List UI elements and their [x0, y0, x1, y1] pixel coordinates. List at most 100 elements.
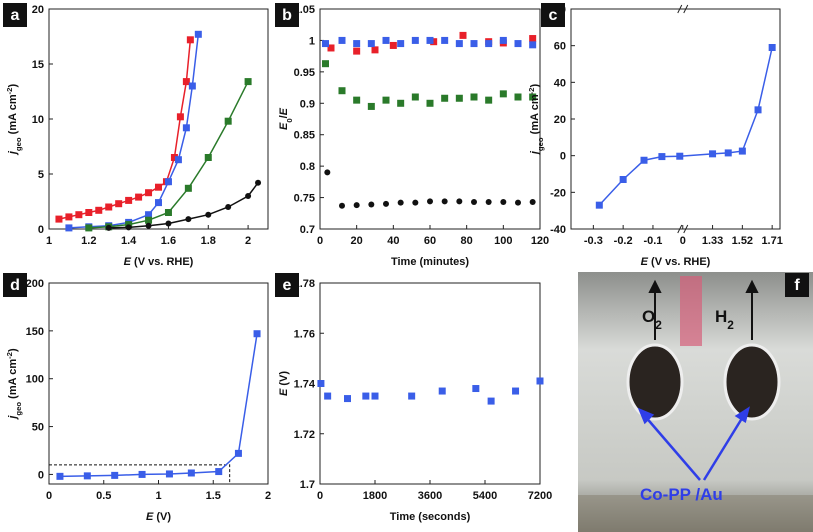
point: [515, 199, 521, 206]
point: [85, 209, 93, 216]
point: [456, 198, 463, 205]
x-tick-label: 40: [387, 235, 399, 247]
y-tick-label: 50: [32, 422, 44, 434]
point: [164, 178, 172, 186]
point: [215, 468, 223, 476]
electrode: [626, 343, 684, 421]
y-axis-label-part: (V): [278, 371, 290, 389]
point: [186, 36, 194, 44]
x-tick-label: 7200: [528, 490, 552, 502]
photo-base: [578, 495, 813, 532]
panel-label: b: [282, 7, 292, 24]
point: [441, 36, 449, 44]
y-axis-label-part: geo: [14, 137, 23, 151]
point: [125, 224, 132, 231]
point: [471, 198, 477, 205]
point: [470, 40, 478, 48]
photo-label: O2: [642, 307, 662, 332]
y-axis-label-part: geo: [536, 137, 545, 151]
photo-label-part: H: [715, 307, 727, 326]
point: [500, 198, 507, 205]
x-axis-label: E (V vs. RHE): [641, 256, 711, 268]
point: [529, 93, 537, 101]
point: [397, 99, 405, 107]
point: [619, 176, 627, 183]
point: [255, 179, 262, 186]
y-axis-label-part: 0: [285, 118, 294, 122]
point: [338, 87, 346, 95]
y-axis-label: jgeo (mA cm-2): [527, 84, 545, 157]
x-tick-label: 0: [680, 235, 686, 247]
x-tick-label: 1.4: [121, 235, 137, 247]
point: [317, 380, 325, 387]
point: [244, 78, 252, 86]
point: [499, 36, 507, 44]
point: [367, 40, 375, 48]
panel-label: d: [10, 277, 20, 294]
point: [176, 113, 184, 121]
point: [322, 60, 329, 68]
plot-frame: [570, 8, 781, 230]
y-tick-label: 1.72: [294, 429, 315, 441]
x-tick-label: 0.5: [96, 490, 111, 502]
point: [408, 392, 416, 400]
y-axis-label: jgeo (mA cm-2): [5, 84, 23, 157]
y-axis-label: E (V): [278, 371, 290, 396]
point: [367, 102, 375, 110]
point: [165, 220, 172, 227]
x-tick-label: 1.8: [201, 235, 216, 247]
panel-label: a: [11, 7, 20, 24]
x-axis-label: Time (minutes): [391, 256, 469, 268]
point: [411, 93, 419, 101]
x-tick-label: -0.1: [643, 235, 662, 247]
x-tick-label: 1.71: [761, 235, 782, 247]
point: [145, 216, 153, 224]
y-tick-label: 0.95: [294, 67, 315, 79]
point: [595, 201, 603, 209]
point: [371, 46, 379, 54]
point: [529, 198, 536, 205]
x-axis-label-part: (V vs. RHE): [648, 256, 711, 268]
y-axis-label-part: ): [7, 84, 19, 88]
point: [225, 204, 232, 210]
point: [455, 94, 463, 102]
point: [353, 40, 361, 48]
point: [145, 211, 153, 219]
point: [768, 44, 776, 51]
photo-panel: [578, 272, 813, 532]
point: [188, 82, 196, 90]
point: [487, 397, 495, 405]
x-axis-label-part: E: [146, 511, 154, 523]
x-axis-label-part: (V): [153, 511, 171, 523]
y-axis-label-part: j: [529, 150, 541, 156]
point: [536, 377, 544, 385]
point: [382, 36, 390, 44]
y-axis-label-part: j: [7, 415, 19, 421]
point: [709, 150, 717, 158]
point: [83, 472, 91, 480]
point: [455, 40, 463, 48]
x-tick-label: -0.2: [614, 235, 633, 247]
point: [426, 99, 434, 107]
y-tick-label: 200: [26, 278, 44, 290]
y-tick-label: 100: [26, 374, 44, 386]
y-axis-label-part: ): [529, 84, 541, 88]
y-tick-label: 1: [309, 35, 315, 47]
x-axis-label-part: E: [124, 256, 132, 268]
panel-label-box: [3, 3, 27, 27]
x-axis-label-part: Time (minutes): [391, 256, 469, 268]
x-tick-label: 0: [317, 235, 323, 247]
y-axis-label-part: (mA cm: [7, 94, 19, 137]
y-axis-label: E0/E: [278, 107, 294, 130]
point: [353, 202, 360, 209]
point: [85, 224, 93, 232]
x-tick-label: 100: [494, 235, 512, 247]
point: [658, 153, 666, 161]
y-tick-label: 5: [38, 169, 44, 181]
point: [472, 385, 480, 393]
point: [95, 206, 103, 214]
point: [205, 211, 212, 218]
photo-stripe: [680, 276, 702, 346]
point: [514, 93, 522, 101]
point: [485, 96, 493, 104]
